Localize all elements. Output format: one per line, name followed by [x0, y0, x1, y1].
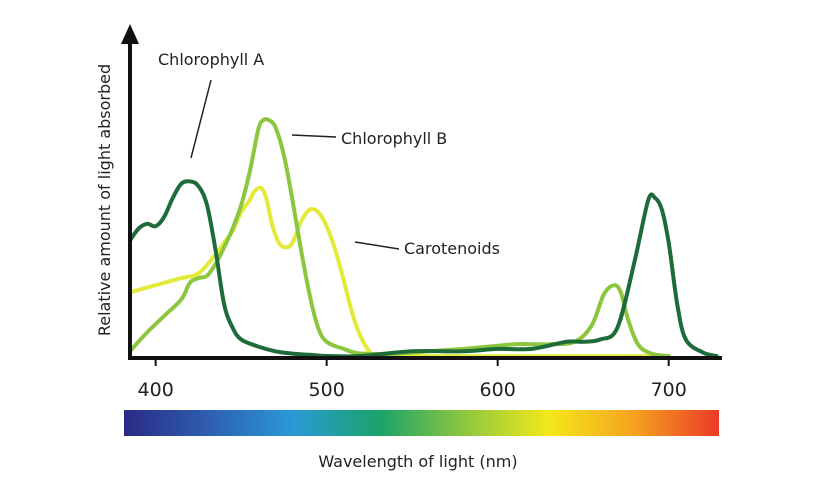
- y-axis-arrow-icon: [121, 24, 139, 44]
- series-layer: [128, 116, 719, 359]
- annotations: Chlorophyll A Chlorophyll B Carotenoids: [158, 50, 500, 258]
- x-tick-label: 500: [309, 379, 345, 401]
- x-tick-label: 400: [138, 379, 174, 401]
- x-tick-label: 600: [480, 379, 516, 401]
- y-axis-label: Relative amount of light absorbed: [95, 64, 114, 336]
- x-tick-label: 700: [651, 379, 687, 401]
- annotation-chlorophyll-b: Chlorophyll B: [341, 129, 447, 148]
- annotation-chlorophyll-a: Chlorophyll A: [158, 50, 264, 69]
- annotation-leader-chlorophyll-a: [190, 79, 212, 159]
- annotation-leader-chlorophyll-b: [291, 134, 337, 138]
- x-axis-label: Wavelength of light (nm): [318, 452, 517, 471]
- axes: [121, 24, 722, 360]
- annotation-leader-carotenoids: [354, 241, 400, 250]
- series-line-chlorophyll-a: [128, 179, 719, 359]
- series-line-carotenoids: [128, 185, 671, 359]
- spectrum-bar: [124, 410, 719, 436]
- x-ticks: 400 500 600 700: [138, 358, 687, 401]
- series-line-chlorophyll-b: [128, 116, 671, 358]
- annotation-carotenoids: Carotenoids: [404, 239, 500, 258]
